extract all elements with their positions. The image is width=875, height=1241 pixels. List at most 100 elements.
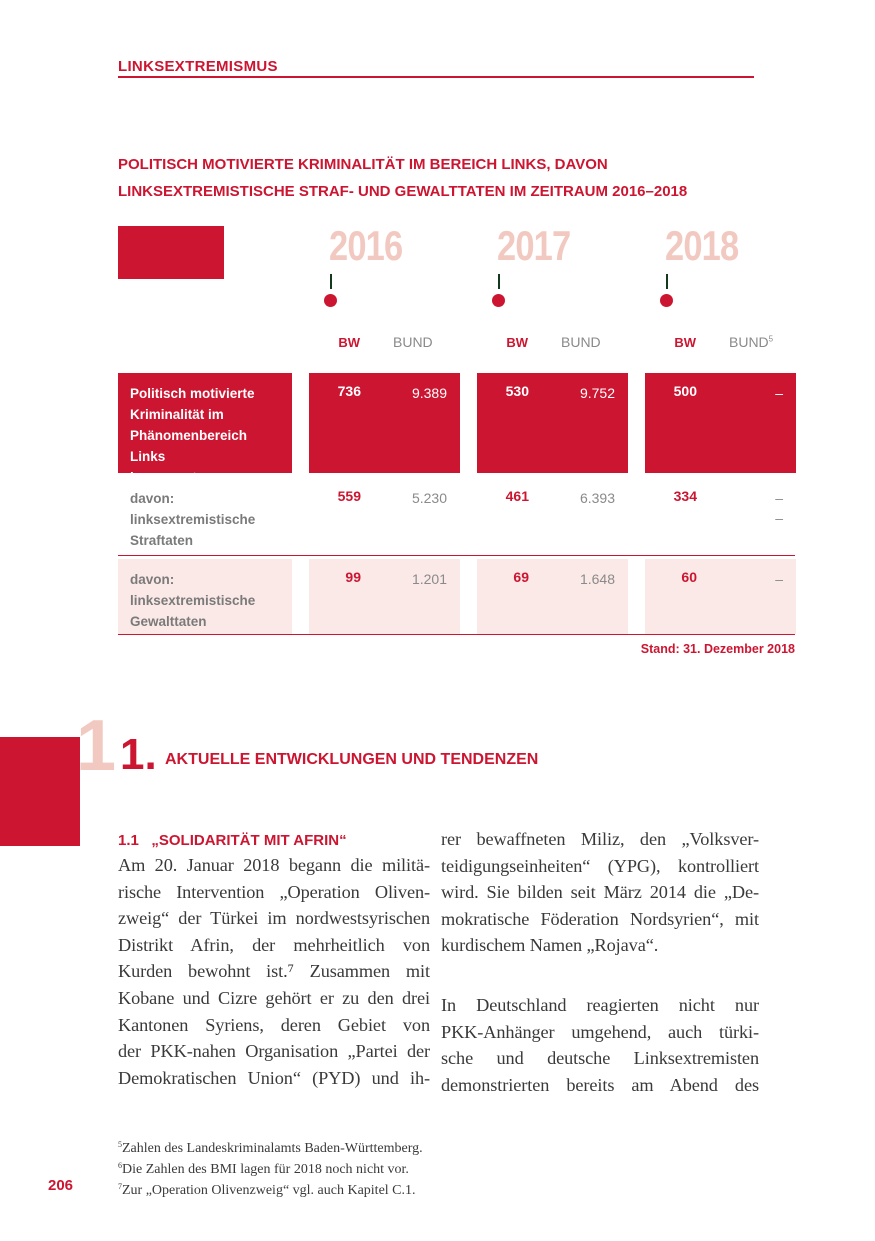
body-text-line: teidigungseinheiten“ (YPG), kontrolliert xyxy=(441,855,759,876)
decorative-red-box xyxy=(118,226,224,279)
bw-value: 334 xyxy=(673,488,697,504)
year-dot xyxy=(492,294,505,307)
year-tick xyxy=(330,274,332,289)
bw-value: 530 xyxy=(505,383,529,399)
section-marker-bar xyxy=(0,737,80,846)
year-block: 736 9.389 xyxy=(309,373,460,473)
bw-value: 461 xyxy=(505,488,529,504)
footnote: 5Zahlen des Landeskriminalamts Baden-Wür… xyxy=(118,1134,423,1159)
footnote-ref: 5 xyxy=(768,334,774,344)
bund-value: – xyxy=(775,385,783,401)
bund-value: 1.648 xyxy=(579,571,615,587)
footnote-text: Zahlen des Landeskriminalamts Baden-Würt… xyxy=(122,1141,423,1156)
running-header: LINKSEXTREMISMUS xyxy=(118,58,278,75)
row-label: davon: linksextremistische Straftaten xyxy=(118,478,292,555)
row-label-line: Phänomenbereich Links xyxy=(130,428,248,464)
body-text-line: Kobane und Cizre gehört er zu den drei xyxy=(118,987,430,1008)
body-column-left: Am 20. Januar 2018 begann die militä-ris… xyxy=(118,852,430,1091)
body-text-line: Distrikt Afrin, der mehrheitlich von xyxy=(118,934,430,955)
year-label: 2016 xyxy=(329,222,403,269)
bund-value: 5.230 xyxy=(411,490,447,506)
section-number: 1. xyxy=(120,730,157,779)
row-label-line: davon: xyxy=(130,572,175,587)
bw-value: 60 xyxy=(681,569,697,585)
header-rule xyxy=(118,76,754,78)
body-column-right-p2: In Deutschland reagierten nicht nur PKK-A… xyxy=(441,992,759,1098)
body-text-line: Am 20. Januar 2018 begann die militä- xyxy=(118,855,430,875)
body-text-line: Demokratischen Union“ (PYD) und ih- xyxy=(118,1067,430,1088)
body-column-right-p1: rer bewaffneten Miliz, den „Volksver-tei… xyxy=(441,826,759,959)
bw-value: 99 xyxy=(345,569,361,585)
row-label-line: Straftaten xyxy=(130,533,194,548)
body-text-line: kurdischem Namen „Rojava“. xyxy=(441,935,659,956)
column-header-bund: BUND xyxy=(393,334,433,350)
table-bottom-rule xyxy=(118,634,795,635)
body-text-line: demonstrierten bereits am Abend des xyxy=(441,1074,759,1095)
year-tick xyxy=(498,274,500,289)
year-label: 2017 xyxy=(497,222,571,269)
year-block: 559 5.230 xyxy=(309,478,460,555)
bund-value: 9.752 xyxy=(579,385,615,401)
year-dot xyxy=(660,294,673,307)
row-label-line: Politisch motivierte xyxy=(130,386,255,401)
footnote: 6Die Zahlen des BMI lagen für 2018 noch … xyxy=(118,1155,409,1180)
bund-value: 1.201 xyxy=(411,571,447,587)
bund-label: BUND xyxy=(393,334,433,350)
body-text-line: wird. Sie bilden seit März 2014 die „De- xyxy=(441,882,759,903)
year-dot xyxy=(324,294,337,307)
column-header-bw: BW xyxy=(674,335,696,350)
bw-value: 559 xyxy=(337,488,361,504)
row-label: davon: linksextremistische Gewalttaten xyxy=(118,559,292,634)
year-tick xyxy=(666,274,668,289)
bw-value: 500 xyxy=(673,383,697,399)
bund-value: – – xyxy=(775,490,783,526)
column-header-bund: BUND5 xyxy=(729,334,773,350)
section-title: AKTUELLE ENTWICKLUNGEN UND TENDENZEN xyxy=(165,751,539,768)
row-label-line: Kriminalität im xyxy=(130,407,224,422)
bw-value: 736 xyxy=(337,383,361,399)
row-divider xyxy=(118,555,795,556)
row-label-line: davon: xyxy=(130,491,175,506)
row-label-line: insgesamt xyxy=(130,470,197,485)
footnote-number: 5 xyxy=(118,1140,122,1149)
row-label-line: linksextremistische xyxy=(130,593,256,608)
footnote-text: Zur „Operation Olivenzweig“ vgl. auch Ka… xyxy=(122,1183,416,1198)
body-text-line: In Deutschland reagierten nicht nur xyxy=(441,995,759,1015)
body-text-line: zweig“ der Türkei im nordwestsyrischen xyxy=(118,908,430,929)
bund-label: BUND xyxy=(561,334,601,350)
bund-value: – xyxy=(775,571,783,587)
bund-value: 9.389 xyxy=(411,385,447,401)
row-label-line: Gewalttaten xyxy=(130,614,207,629)
bund-value: 6.393 xyxy=(579,490,615,506)
row-label: Politisch motivierte Kriminalität im Phäno… xyxy=(118,373,292,485)
body-text-line: Kantonen Syriens, deren Gebiet von xyxy=(118,1014,430,1035)
footnote-number: 7 xyxy=(118,1182,122,1191)
body-text-line: der PKK-nahen Organisation „Partei der xyxy=(118,1041,430,1062)
year-block: 530 9.752 xyxy=(477,373,628,473)
subsection-title: 1.1 „SOLIDARITÄT MIT AFRIN“ xyxy=(118,832,347,849)
table-title-line-2: LINKSEXTREMISTISCHE STRAF- UND GEWALTTAT… xyxy=(118,183,688,200)
year-block: 461 6.393 xyxy=(477,478,628,555)
footnote-text: Die Zahlen des BMI lagen für 2018 noch n… xyxy=(122,1162,409,1177)
bw-value: 69 xyxy=(513,569,529,585)
year-block: 99 1.201 xyxy=(309,559,460,634)
body-text-line: mokratische Föderation Nordsyrien“, mit xyxy=(441,908,759,929)
page-number: 206 xyxy=(48,1177,74,1194)
table-title-line-1: POLITISCH MOTIVIERTE KRIMINALITÄT IM BER… xyxy=(118,156,608,173)
year-block: 500 – xyxy=(645,373,796,473)
body-text-line: rer bewaffneten Miliz, den „Volksver- xyxy=(441,829,759,849)
stand-date: Stand: 31. Dezember 2018 xyxy=(640,642,795,656)
column-header-bw: BW xyxy=(338,335,360,350)
row-label-line: linksextremistische xyxy=(130,512,256,527)
column-header-bund: BUND xyxy=(561,334,601,350)
year-label: 2018 xyxy=(665,222,739,269)
year-block: 60 – xyxy=(645,559,796,634)
bund-label: BUND xyxy=(729,334,769,350)
year-block: 334 – – xyxy=(645,478,796,555)
footnote: 7Zur „Operation Olivenzweig“ vgl. auch K… xyxy=(118,1176,416,1201)
column-header-bw: BW xyxy=(506,335,528,350)
year-block: 69 1.648 xyxy=(477,559,628,634)
section-number-background: 1 xyxy=(76,706,116,786)
body-text-line: sche und deutsche Linksextremisten xyxy=(441,1048,759,1069)
body-text-line: Kurden bewohnt ist.⁷ Zusammen mit xyxy=(118,961,430,982)
